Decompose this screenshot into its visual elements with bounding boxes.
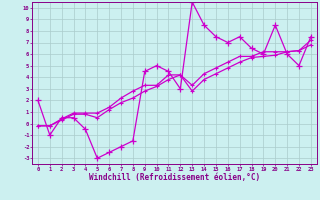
X-axis label: Windchill (Refroidissement éolien,°C): Windchill (Refroidissement éolien,°C) [89,173,260,182]
